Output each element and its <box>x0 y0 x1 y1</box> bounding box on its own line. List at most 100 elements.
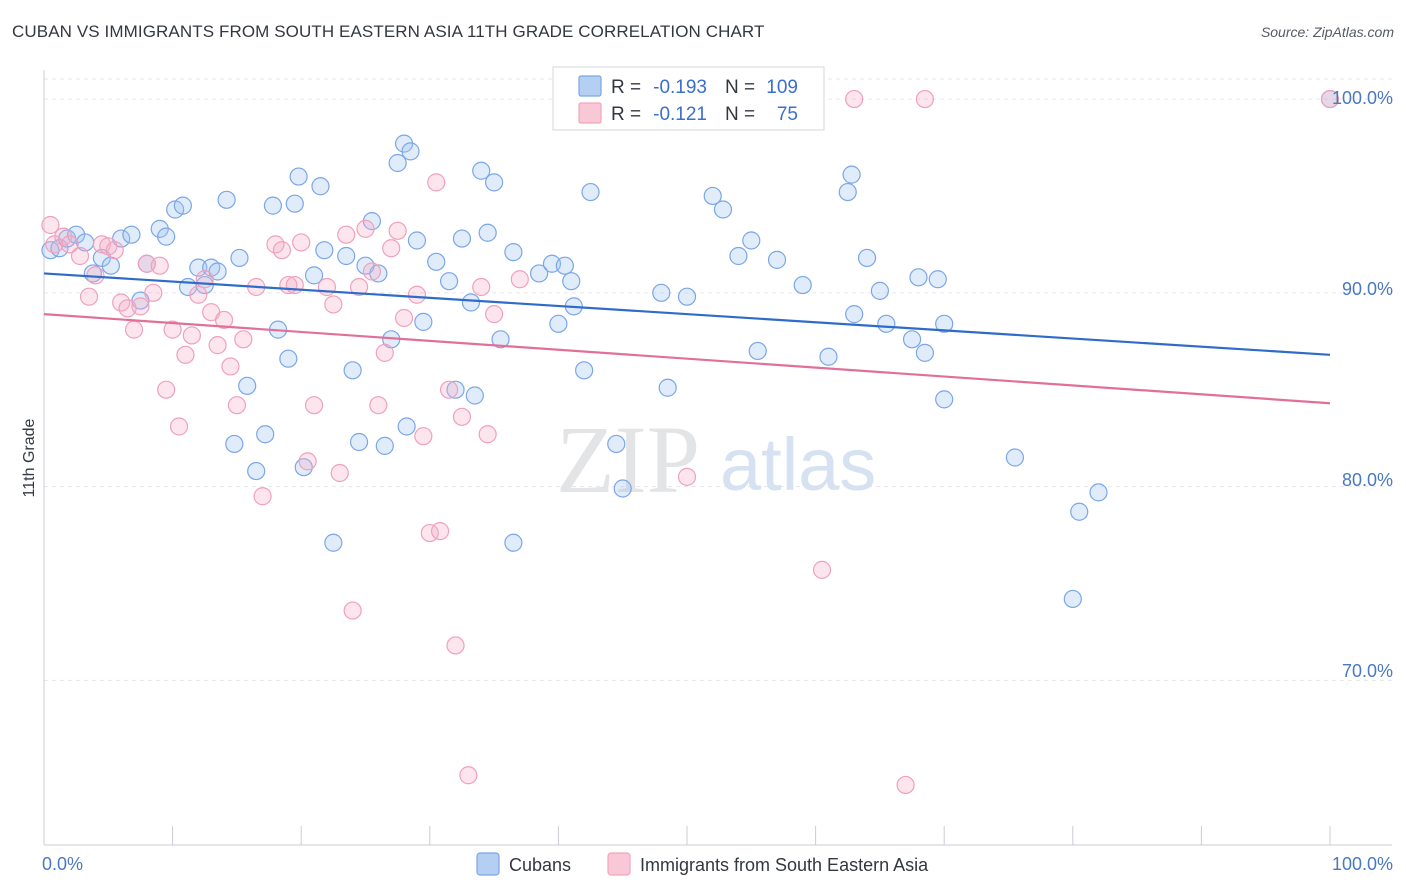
immigrant-point-67 <box>845 89 864 109</box>
cuban-point-70 <box>581 182 600 202</box>
cuban-point-65 <box>549 314 568 333</box>
cuban-point-45 <box>388 153 407 173</box>
cuban-point-55 <box>461 293 481 312</box>
cuban-point-78 <box>729 246 748 266</box>
chart-title: CUBAN VS IMMIGRANTS FROM SOUTH EASTERN A… <box>12 22 765 41</box>
cuban-point-49 <box>407 231 427 250</box>
y-axis-title: 11th Grade <box>21 418 38 497</box>
immigrant-point-65 <box>677 467 697 486</box>
cuban-point-25 <box>247 461 266 481</box>
stats-legend-swatch-cubans <box>578 75 602 97</box>
trend-lines <box>43 272 1331 405</box>
immigrant-point-68 <box>896 775 915 795</box>
immigrant-point-31 <box>253 487 272 506</box>
cuban-point-15 <box>173 196 192 215</box>
y-tick-label-100: 100.0% <box>1332 88 1393 108</box>
cuban-point-67 <box>562 272 581 291</box>
cuban-point-60 <box>491 330 510 349</box>
immigrant-point-16 <box>150 256 169 275</box>
immigrant-point-52 <box>407 285 427 304</box>
immigrant-point-51 <box>394 308 414 328</box>
stats-legend-n-label-2: N = <box>725 104 755 125</box>
cuban-point-22 <box>230 248 249 268</box>
cuban-point-48 <box>397 417 416 436</box>
cuban-point-90 <box>902 330 922 349</box>
cuban-point-76 <box>703 186 722 206</box>
immigrant-point-26 <box>214 310 234 330</box>
cuban-point-66 <box>555 256 574 275</box>
cuban-point-81 <box>767 250 787 269</box>
immigrant-point-46 <box>362 262 382 281</box>
cuban-trend-line <box>43 272 1331 356</box>
cuban-point-72 <box>613 479 632 498</box>
immigrant-point-12 <box>124 320 144 339</box>
cuban-point-87 <box>857 248 877 268</box>
immigrant-point-21 <box>182 326 201 345</box>
immigrant-point-56 <box>430 522 450 541</box>
immigrant-point-62 <box>478 425 497 444</box>
immigrant-point-36 <box>292 233 311 252</box>
immigrant-trend-line <box>43 313 1331 405</box>
cuban-point-63 <box>530 264 549 283</box>
cuban-point-61 <box>504 243 523 262</box>
immigrant-point-42 <box>337 225 356 244</box>
stats-legend-r-value-2: -0.121 <box>653 104 707 125</box>
immigrant-point-55 <box>427 173 446 192</box>
immigrant-point-17 <box>157 380 176 399</box>
immigrant-point-15 <box>144 283 163 302</box>
stats-legend: R = -0.193 N = 109 R = -0.121 N = 75 <box>552 66 825 131</box>
series-legend-swatch-cubans <box>476 852 500 876</box>
immigrant-point-0 <box>41 215 60 235</box>
cuban-point-57 <box>472 161 491 180</box>
immigrant-point-58 <box>446 636 465 655</box>
immigrant-point-49 <box>382 239 401 258</box>
immigrant-point-47 <box>369 396 388 415</box>
immigrant-point-50 <box>388 221 407 240</box>
immigrant-point-37 <box>298 452 317 471</box>
cuban-point-35 <box>315 241 334 260</box>
stats-legend-n-label-1: N = <box>725 77 755 98</box>
scatter-points <box>41 89 1340 795</box>
immigrant-point-45 <box>356 219 375 238</box>
cuban-point-71 <box>607 434 626 454</box>
cuban-point-83 <box>819 347 838 366</box>
cuban-point-33 <box>304 266 324 285</box>
cuban-point-99 <box>1089 483 1108 502</box>
cuban-point-24 <box>238 376 257 395</box>
cuban-point-93 <box>928 270 947 289</box>
cuban-point-37 <box>337 246 356 266</box>
watermark-atlas: atlas <box>720 423 876 506</box>
cuban-point-39 <box>349 432 369 452</box>
cuban-point-75 <box>677 287 697 306</box>
stats-legend-n-value-2: 75 <box>777 104 798 125</box>
cuban-point-58 <box>478 223 497 242</box>
cuban-point-53 <box>446 380 465 399</box>
cuban-point-77 <box>713 200 733 219</box>
cuban-point-85 <box>842 165 861 184</box>
immigrant-point-60 <box>459 766 478 785</box>
immigrant-point-61 <box>472 277 491 297</box>
immigrant-point-18 <box>163 320 182 339</box>
cuban-point-29 <box>279 349 298 368</box>
y-tick-label-70: 70.0% <box>1342 661 1393 681</box>
cuban-point-94 <box>935 314 954 333</box>
immigrant-point-66 <box>812 560 832 579</box>
immigrant-point-5 <box>79 287 99 306</box>
cuban-point-95 <box>935 390 954 409</box>
cuban-point-89 <box>877 314 896 333</box>
cuban-point-31 <box>289 167 308 186</box>
immigrant-point-35 <box>285 275 304 295</box>
cuban-point-62 <box>504 533 523 552</box>
cuban-point-82 <box>793 275 812 295</box>
immigrant-point-25 <box>208 336 227 355</box>
x-tick-label-min: 0.0% <box>42 854 83 874</box>
immigrant-point-48 <box>375 343 394 362</box>
cuban-point-74 <box>658 378 677 397</box>
stats-legend-n-value-1: 109 <box>766 77 798 98</box>
immigrant-point-63 <box>485 305 504 324</box>
immigrant-point-22 <box>189 285 208 304</box>
axes <box>43 70 1392 846</box>
cuban-point-88 <box>870 281 890 300</box>
cuban-point-21 <box>217 190 236 209</box>
